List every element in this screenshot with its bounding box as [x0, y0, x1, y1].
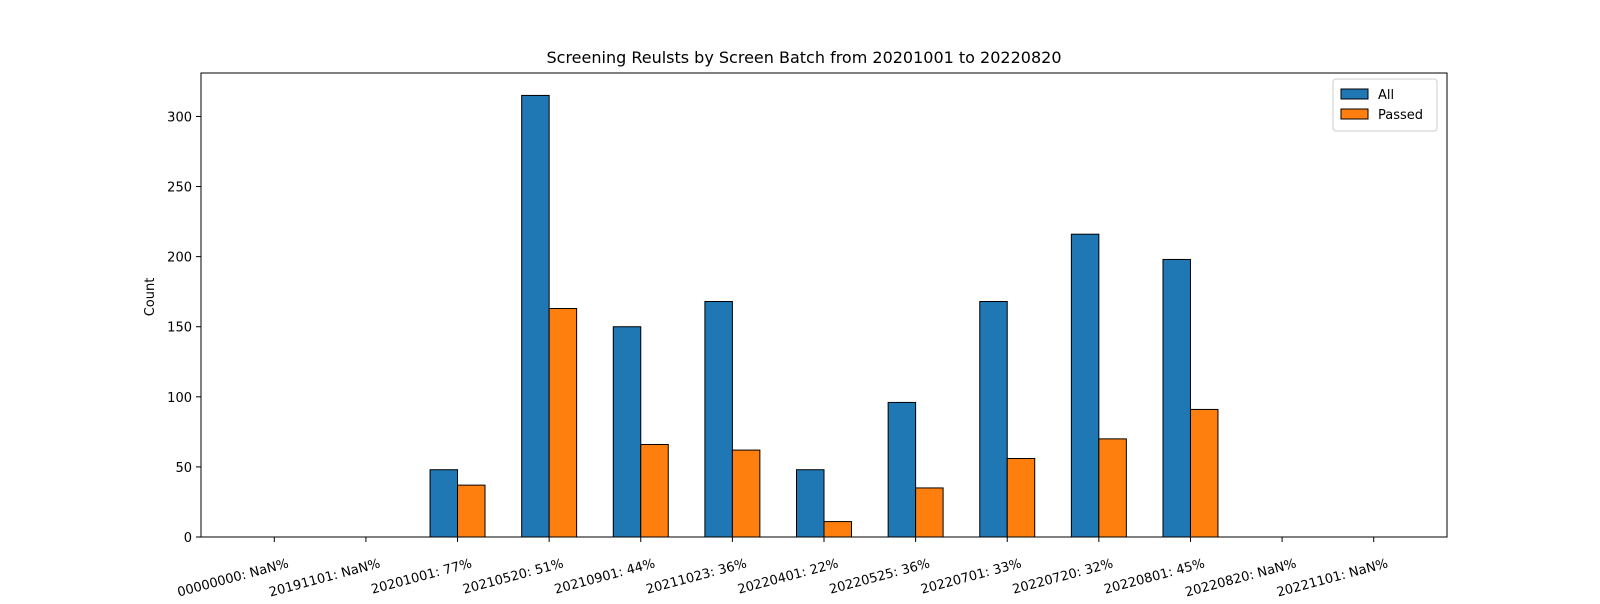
bar-passed-9 [1098, 438, 1127, 538]
x-tick-label: 20220401: 22% [736, 556, 840, 597]
legend-label-all: All [1378, 88, 1394, 103]
y-tick-label: 250 [167, 181, 192, 196]
bars-layer [429, 94, 1219, 538]
bar-all-3 [521, 94, 550, 538]
bar-passed-3 [548, 308, 578, 538]
x-tick-label: 20210901: 44% [553, 556, 657, 597]
bar-all-8 [979, 300, 1008, 538]
bar-all-10 [1162, 258, 1191, 538]
y-tick-label: 300 [167, 110, 192, 125]
bar-all-4 [612, 326, 642, 538]
legend: All Passed [1332, 78, 1438, 132]
bar-passed-5 [731, 449, 761, 538]
bar-passed-4 [640, 443, 669, 538]
x-tick-label: 20210520: 51% [461, 556, 565, 597]
bar-passed-10 [1189, 408, 1219, 538]
chart-title: Screening Reulsts by Screen Batch from 2… [546, 48, 1061, 67]
legend-swatch-all [1340, 88, 1369, 100]
bar-all-2 [429, 469, 459, 538]
x-tick-label: 20220701: 33% [919, 556, 1023, 597]
bar-all-9 [1070, 233, 1100, 538]
bar-passed-7 [915, 487, 944, 538]
x-tick-label: 20220525: 36% [828, 556, 932, 597]
y-axis-label: Count [143, 278, 158, 317]
y-tick-label: 0 [184, 531, 192, 546]
y-tick-label: 100 [167, 391, 192, 406]
y-tick-label: 50 [175, 461, 192, 476]
bar-all-7 [887, 401, 917, 538]
y-tick-label: 200 [167, 251, 192, 266]
bar-passed-2 [457, 484, 486, 538]
y-tick-label: 150 [167, 321, 192, 336]
x-tick-label: 20201001: 77% [370, 556, 474, 597]
bar-passed-8 [1006, 457, 1036, 538]
bar-all-6 [796, 469, 825, 538]
x-tick-label: 20220720: 32% [1011, 556, 1115, 597]
legend-box [1332, 78, 1438, 132]
bar-passed-6 [823, 521, 852, 538]
legend-swatch-passed [1340, 108, 1369, 120]
plot-frame [200, 72, 1448, 538]
bar-all-5 [704, 300, 733, 538]
legend-label-passed: Passed [1378, 108, 1423, 123]
x-tick-label: 20211023: 36% [644, 556, 748, 597]
